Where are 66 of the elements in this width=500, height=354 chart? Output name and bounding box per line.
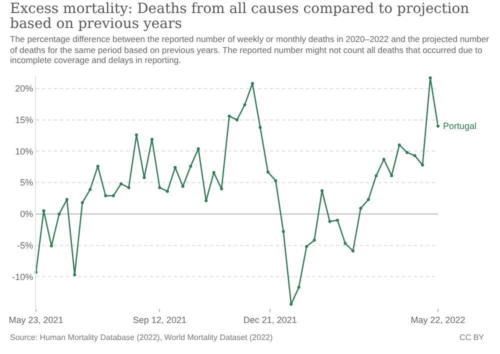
point [58, 212, 61, 216]
point [135, 133, 138, 136]
x-tick-label: May 23, 2021 [8, 314, 64, 325]
point [120, 182, 123, 186]
point [374, 174, 378, 178]
point [88, 188, 92, 191]
point [359, 206, 362, 210]
point [250, 82, 254, 86]
text: CC BY [460, 333, 484, 342]
point [413, 154, 416, 158]
point [42, 209, 46, 212]
y-tick-label: 10% [15, 146, 34, 156]
point [436, 124, 440, 128]
y-tick-label: 20% [15, 84, 34, 94]
point [73, 273, 76, 276]
point [428, 76, 432, 80]
point [158, 186, 162, 190]
point [282, 230, 285, 233]
point [181, 184, 184, 188]
point [80, 201, 84, 204]
point [274, 179, 278, 182]
point [127, 186, 130, 190]
point [328, 220, 332, 223]
point [104, 194, 108, 198]
point [312, 238, 316, 242]
point [406, 151, 409, 154]
point [196, 147, 200, 150]
y-tick-label: -10% [12, 272, 34, 282]
point [336, 218, 339, 222]
x-tick-label: Sep 12, 2021 [132, 314, 186, 325]
point [258, 126, 262, 129]
point [212, 171, 216, 174]
point [398, 143, 401, 146]
point [366, 198, 370, 202]
y-tick-label: 15% [15, 115, 34, 126]
point [166, 190, 169, 193]
point [50, 244, 53, 248]
y-tick-label: 5% [20, 178, 34, 188]
source-note: Source: Human Mortality Database (2022), World Mortality Dataset (2022) [10, 333, 273, 342]
y-tick-label: 0% [20, 209, 34, 220]
point [112, 194, 115, 198]
point [290, 302, 293, 306]
point [236, 118, 238, 122]
point [390, 174, 394, 178]
point [228, 114, 231, 118]
x-tick-label: May 22, 2022 [410, 314, 466, 325]
point [220, 187, 224, 190]
point [243, 103, 246, 106]
point [65, 198, 68, 202]
chart-title: Excess mortality: Deaths from all causes compared to projection based on previous years [10, 1, 470, 32]
point [297, 286, 300, 289]
point [174, 166, 177, 170]
point [305, 245, 308, 248]
y-tick-label: -5% [17, 240, 34, 250]
point [382, 158, 386, 161]
point [189, 164, 192, 168]
point [142, 176, 146, 180]
point [204, 199, 208, 202]
point [344, 242, 347, 245]
point [320, 189, 324, 192]
x-tick-label: Dec 21, 2021 [243, 314, 297, 325]
chart-subtitle: The percentage difference between the reported number of weekly or monthly deaths in 2020–2022 and the projected number of deaths for the same period based on previous years. The reported number might not count all deaths that occurred due to incomplete coverage and delays in reporting. [10, 34, 490, 66]
point [96, 164, 100, 168]
point [150, 138, 154, 141]
series-label: Portugal [443, 121, 477, 131]
point [266, 170, 270, 174]
